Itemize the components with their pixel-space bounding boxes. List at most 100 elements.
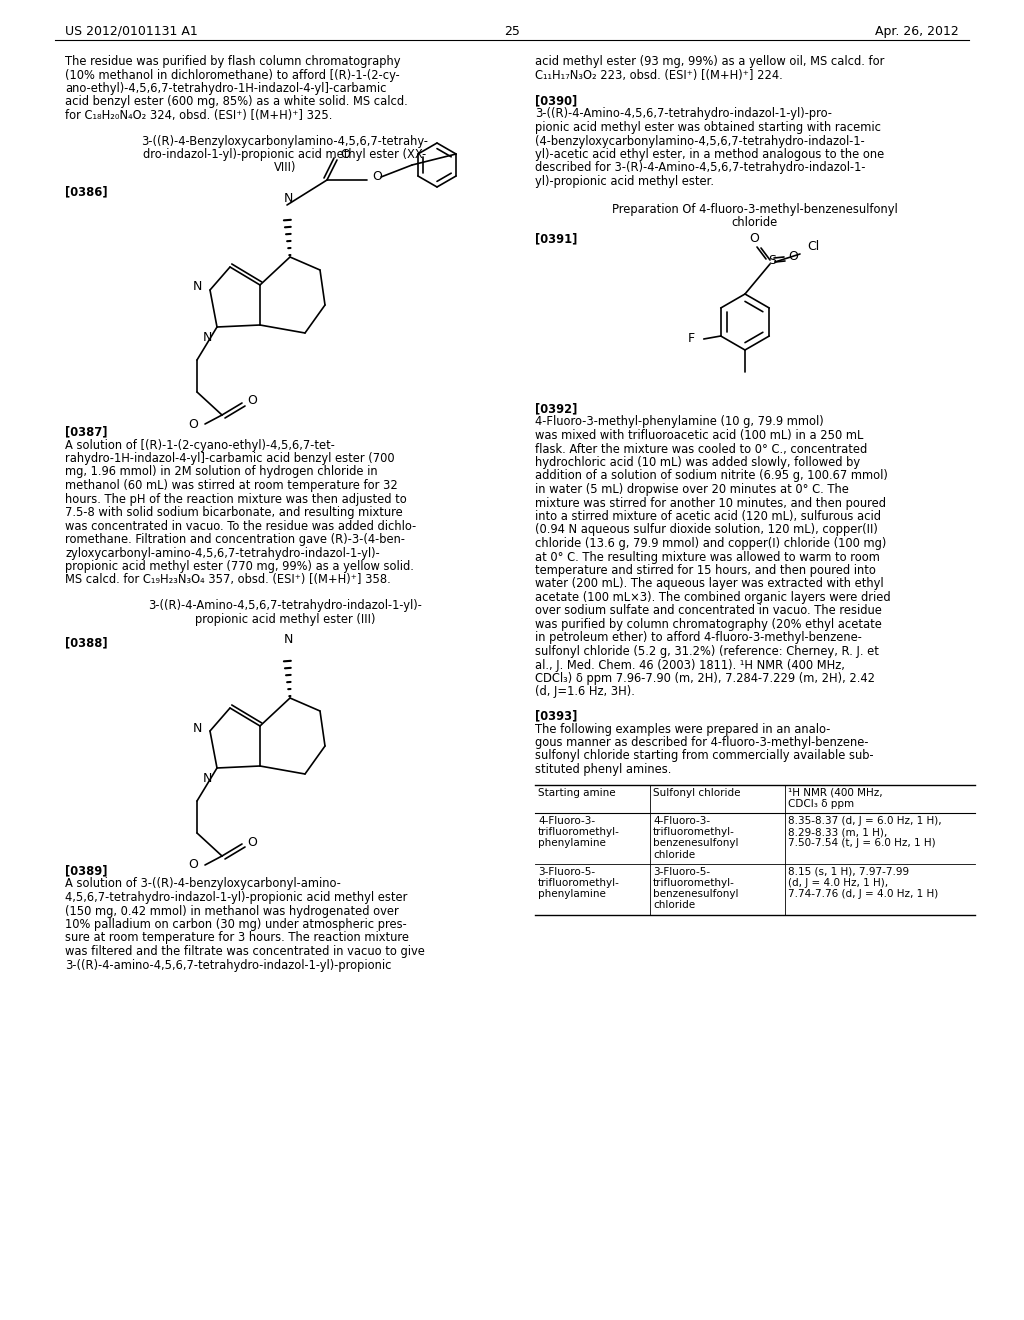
Text: O: O: [788, 251, 798, 264]
Text: N: N: [203, 772, 212, 785]
Text: The following examples were prepared in an analo-: The following examples were prepared in …: [535, 722, 830, 735]
Text: 8.15 (s, 1 H), 7.97-7.99: 8.15 (s, 1 H), 7.97-7.99: [788, 867, 909, 876]
Text: [0393]: [0393]: [535, 709, 578, 722]
Text: The residue was purified by flash column chromatography: The residue was purified by flash column…: [65, 55, 400, 69]
Text: yl)-propionic acid methyl ester.: yl)-propionic acid methyl ester.: [535, 176, 714, 187]
Text: CDCl₃) δ ppm 7.96-7.90 (m, 2H), 7.284-7.229 (m, 2H), 2.42: CDCl₃) δ ppm 7.96-7.90 (m, 2H), 7.284-7.…: [535, 672, 874, 685]
Text: 3-((R)-4-Amino-4,5,6,7-tetrahydro-indazol-1-yl)-pro-: 3-((R)-4-Amino-4,5,6,7-tetrahydro-indazo…: [535, 107, 831, 120]
Text: O: O: [340, 149, 350, 161]
Text: trifluoromethyl-: trifluoromethyl-: [653, 828, 735, 837]
Text: zyloxycarbonyl-amino-4,5,6,7-tetrahydro-indazol-1-yl)-: zyloxycarbonyl-amino-4,5,6,7-tetrahydro-…: [65, 546, 380, 560]
Text: addition of a solution of sodium nitrite (6.95 g, 100.67 mmol): addition of a solution of sodium nitrite…: [535, 470, 888, 483]
Text: [0391]: [0391]: [535, 232, 578, 246]
Text: 7.50-7.54 (t, J = 6.0 Hz, 1 H): 7.50-7.54 (t, J = 6.0 Hz, 1 H): [788, 838, 936, 849]
Text: [0390]: [0390]: [535, 94, 578, 107]
Text: 10% palladium on carbon (30 mg) under atmospheric pres-: 10% palladium on carbon (30 mg) under at…: [65, 917, 407, 931]
Text: O: O: [247, 395, 257, 408]
Text: yl)-acetic acid ethyl ester, in a method analogous to the one: yl)-acetic acid ethyl ester, in a method…: [535, 148, 885, 161]
Text: acid methyl ester (93 mg, 99%) as a yellow oil, MS calcd. for: acid methyl ester (93 mg, 99%) as a yell…: [535, 55, 885, 69]
Text: dro-indazol-1-yl)-propionic acid methyl ester (XX-: dro-indazol-1-yl)-propionic acid methyl …: [143, 148, 427, 161]
Text: over sodium sulfate and concentrated in vacuo. The residue: over sodium sulfate and concentrated in …: [535, 605, 882, 618]
Text: in petroleum ether) to afford 4-fluoro-3-methyl-benzene-: in petroleum ether) to afford 4-fluoro-3…: [535, 631, 862, 644]
Text: chloride (13.6 g, 79.9 mmol) and copper(I) chloride (100 mg): chloride (13.6 g, 79.9 mmol) and copper(…: [535, 537, 887, 550]
Text: 8.35-8.37 (d, J = 6.0 Hz, 1 H),: 8.35-8.37 (d, J = 6.0 Hz, 1 H),: [788, 816, 942, 826]
Text: 7.74-7.76 (d, J = 4.0 Hz, 1 H): 7.74-7.76 (d, J = 4.0 Hz, 1 H): [788, 890, 938, 899]
Text: temperature and stirred for 15 hours, and then poured into: temperature and stirred for 15 hours, an…: [535, 564, 876, 577]
Text: [0392]: [0392]: [535, 403, 578, 414]
Text: sulfonyl chloride (5.2 g, 31.2%) (reference: Cherney, R. J. et: sulfonyl chloride (5.2 g, 31.2%) (refere…: [535, 645, 879, 657]
Text: phenylamine: phenylamine: [538, 890, 606, 899]
Text: mg, 1.96 mmol) in 2M solution of hydrogen chloride in: mg, 1.96 mmol) in 2M solution of hydroge…: [65, 466, 378, 479]
Text: acetate (100 mL×3). The combined organic layers were dried: acetate (100 mL×3). The combined organic…: [535, 591, 891, 605]
Text: N: N: [284, 191, 293, 205]
Text: benzenesulfonyl: benzenesulfonyl: [653, 890, 738, 899]
Text: 8.29-8.33 (m, 1 H),: 8.29-8.33 (m, 1 H),: [788, 828, 887, 837]
Text: VIII): VIII): [273, 161, 296, 174]
Text: N: N: [193, 722, 202, 734]
Text: was filtered and the filtrate was concentrated in vacuo to give: was filtered and the filtrate was concen…: [65, 945, 425, 958]
Text: 3-Fluoro-5-: 3-Fluoro-5-: [653, 867, 710, 876]
Text: (10% methanol in dichloromethane) to afford [(R)-1-(2-cy-: (10% methanol in dichloromethane) to aff…: [65, 69, 399, 82]
Text: was purified by column chromatography (20% ethyl acetate: was purified by column chromatography (2…: [535, 618, 882, 631]
Text: for C₁₈H₂₀N₄O₂ 324, obsd. (ESI⁺) [(M+H)⁺] 325.: for C₁₈H₂₀N₄O₂ 324, obsd. (ESI⁺) [(M+H)⁺…: [65, 110, 333, 121]
Text: gous manner as described for 4-fluoro-3-methyl-benzene-: gous manner as described for 4-fluoro-3-…: [535, 737, 868, 748]
Text: 4-Fluoro-3-: 4-Fluoro-3-: [538, 816, 595, 826]
Text: Apr. 26, 2012: Apr. 26, 2012: [876, 25, 959, 38]
Text: chloride: chloride: [653, 850, 695, 859]
Text: Sulfonyl chloride: Sulfonyl chloride: [653, 788, 740, 797]
Text: ano-ethyl)-4,5,6,7-tetrahydro-1H-indazol-4-yl]-carbamic: ano-ethyl)-4,5,6,7-tetrahydro-1H-indazol…: [65, 82, 386, 95]
Text: phenylamine: phenylamine: [538, 838, 606, 849]
Text: rahydro-1H-indazol-4-yl]-carbamic acid benzyl ester (700: rahydro-1H-indazol-4-yl]-carbamic acid b…: [65, 451, 394, 465]
Text: O: O: [188, 858, 198, 871]
Text: F: F: [688, 333, 694, 346]
Text: 3-((R)-4-amino-4,5,6,7-tetrahydro-indazol-1-yl)-propionic: 3-((R)-4-amino-4,5,6,7-tetrahydro-indazo…: [65, 958, 391, 972]
Text: chloride: chloride: [732, 216, 778, 228]
Text: mixture was stirred for another 10 minutes, and then poured: mixture was stirred for another 10 minut…: [535, 496, 886, 510]
Text: (0.94 N aqueous sulfur dioxide solution, 120 mL), copper(II): (0.94 N aqueous sulfur dioxide solution,…: [535, 524, 878, 536]
Text: (d, J = 4.0 Hz, 1 H),: (d, J = 4.0 Hz, 1 H),: [788, 878, 888, 888]
Text: O: O: [750, 231, 759, 244]
Text: O: O: [247, 836, 257, 849]
Text: US 2012/0101131 A1: US 2012/0101131 A1: [65, 25, 198, 38]
Text: [0386]: [0386]: [65, 185, 108, 198]
Text: acid benzyl ester (600 mg, 85%) as a white solid. MS calcd.: acid benzyl ester (600 mg, 85%) as a whi…: [65, 95, 408, 108]
Text: 4,5,6,7-tetrahydro-indazol-1-yl)-propionic acid methyl ester: 4,5,6,7-tetrahydro-indazol-1-yl)-propion…: [65, 891, 408, 904]
Text: A solution of 3-((R)-4-benzyloxycarbonyl-amino-: A solution of 3-((R)-4-benzyloxycarbonyl…: [65, 878, 341, 891]
Text: propionic acid methyl ester (III): propionic acid methyl ester (III): [195, 612, 375, 626]
Text: O: O: [188, 417, 198, 430]
Text: [0387]: [0387]: [65, 425, 108, 438]
Text: 3-Fluoro-5-: 3-Fluoro-5-: [538, 867, 595, 876]
Text: was mixed with trifluoroacetic acid (100 mL) in a 250 mL: was mixed with trifluoroacetic acid (100…: [535, 429, 863, 442]
Text: trifluoromethyl-: trifluoromethyl-: [538, 828, 620, 837]
Text: (150 mg, 0.42 mmol) in methanol was hydrogenated over: (150 mg, 0.42 mmol) in methanol was hydr…: [65, 904, 398, 917]
Text: ¹H NMR (400 MHz,: ¹H NMR (400 MHz,: [788, 788, 883, 797]
Text: propionic acid methyl ester (770 mg, 99%) as a yellow solid.: propionic acid methyl ester (770 mg, 99%…: [65, 560, 414, 573]
Text: Cl: Cl: [807, 240, 819, 253]
Text: MS calcd. for C₁₉H₂₃N₃O₄ 357, obsd. (ESI⁺) [(M+H)⁺] 358.: MS calcd. for C₁₉H₂₃N₃O₄ 357, obsd. (ESI…: [65, 573, 391, 586]
Text: al., J. Med. Chem. 46 (2003) 1811). ¹H NMR (400 MHz,: al., J. Med. Chem. 46 (2003) 1811). ¹H N…: [535, 659, 845, 672]
Text: A solution of [(R)-1-(2-cyano-ethyl)-4,5,6,7-tet-: A solution of [(R)-1-(2-cyano-ethyl)-4,5…: [65, 438, 335, 451]
Text: trifluoromethyl-: trifluoromethyl-: [653, 878, 735, 888]
Text: N: N: [203, 331, 212, 345]
Text: described for 3-(R)-4-Amino-4,5,6,7-tetrahydro-indazol-1-: described for 3-(R)-4-Amino-4,5,6,7-tetr…: [535, 161, 865, 174]
Text: was concentrated in vacuo. To the residue was added dichlo-: was concentrated in vacuo. To the residu…: [65, 520, 416, 532]
Text: water (200 mL). The aqueous layer was extracted with ethyl: water (200 mL). The aqueous layer was ex…: [535, 578, 884, 590]
Text: into a stirred mixture of acetic acid (120 mL), sulfurous acid: into a stirred mixture of acetic acid (1…: [535, 510, 881, 523]
Text: hydrochloric acid (10 mL) was added slowly, followed by: hydrochloric acid (10 mL) was added slow…: [535, 455, 860, 469]
Text: at 0° C. The resulting mixture was allowed to warm to room: at 0° C. The resulting mixture was allow…: [535, 550, 880, 564]
Text: 4-Fluoro-3-: 4-Fluoro-3-: [653, 816, 710, 826]
Text: pionic acid methyl ester was obtained starting with racemic: pionic acid methyl ester was obtained st…: [535, 121, 881, 135]
Text: [0389]: [0389]: [65, 865, 108, 876]
Text: S: S: [768, 253, 776, 267]
Text: trifluoromethyl-: trifluoromethyl-: [538, 878, 620, 888]
Text: O: O: [372, 170, 382, 183]
Text: N: N: [193, 281, 202, 293]
Text: methanol (60 mL) was stirred at room temperature for 32: methanol (60 mL) was stirred at room tem…: [65, 479, 397, 492]
Text: benzenesulfonyl: benzenesulfonyl: [653, 838, 738, 849]
Text: CDCl₃ δ ppm: CDCl₃ δ ppm: [788, 799, 854, 809]
Text: hours. The pH of the reaction mixture was then adjusted to: hours. The pH of the reaction mixture wa…: [65, 492, 407, 506]
Text: 7.5-8 with solid sodium bicarbonate, and resulting mixture: 7.5-8 with solid sodium bicarbonate, and…: [65, 506, 402, 519]
Text: 25: 25: [504, 25, 520, 38]
Text: N: N: [284, 634, 293, 645]
Text: sure at room temperature for 3 hours. The reaction mixture: sure at room temperature for 3 hours. Th…: [65, 932, 409, 945]
